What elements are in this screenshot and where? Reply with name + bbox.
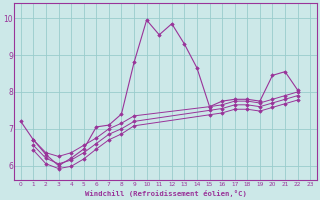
X-axis label: Windchill (Refroidissement éolien,°C): Windchill (Refroidissement éolien,°C) [84,190,246,197]
